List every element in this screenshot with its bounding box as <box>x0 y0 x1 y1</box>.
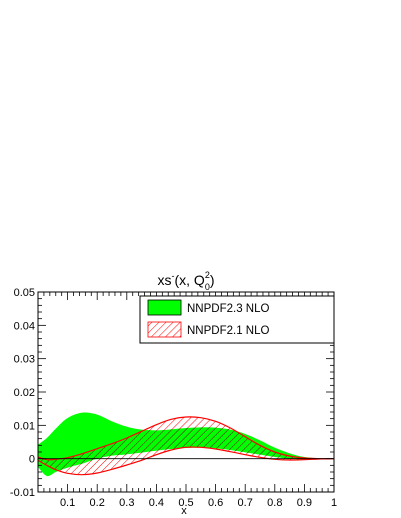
x-tick-label: 0.3 <box>119 497 134 509</box>
x-tick-label: 0.8 <box>267 497 282 509</box>
legend: NNPDF2.3 NLO NNPDF2.1 NLO <box>139 295 335 344</box>
x-tick-label: 1 <box>331 497 337 509</box>
y-tick-label: 0.02 <box>14 387 35 399</box>
y-tick-label: 0.01 <box>14 420 35 432</box>
y-tick-label: 0.04 <box>14 320 35 332</box>
x-tick-label: 0.6 <box>208 497 223 509</box>
band-nnpdf21-upper-edge <box>38 416 334 461</box>
legend-label-nnpdf21: NNPDF2.1 NLO <box>187 325 269 337</box>
chart-title: xs-(x, Q2 0) <box>157 270 214 292</box>
plot-area <box>38 412 334 477</box>
y-tick-label: 0.05 <box>14 287 35 299</box>
y-tick-label: -0.01 <box>10 487 35 499</box>
x-tick-label: 0.9 <box>297 497 312 509</box>
band-nnpdf21-lower-edge <box>38 446 334 476</box>
x-tick-label: 0.1 <box>60 497 75 509</box>
legend-swatch-nnpdf21 <box>147 321 182 338</box>
x-tick-label: 0.2 <box>90 497 105 509</box>
legend-label-nnpdf23: NNPDF2.3 NLO <box>187 303 269 315</box>
x-axis-label: x <box>181 505 187 517</box>
x-tick-label: 0.4 <box>149 497 164 509</box>
legend-swatch-nnpdf23 <box>147 299 182 316</box>
x-tick-label: 0.7 <box>238 497 253 509</box>
y-tick-label: 0 <box>29 454 35 466</box>
x-tick-label: 0.5 <box>178 497 193 509</box>
y-tick-label: 0.03 <box>14 354 35 366</box>
